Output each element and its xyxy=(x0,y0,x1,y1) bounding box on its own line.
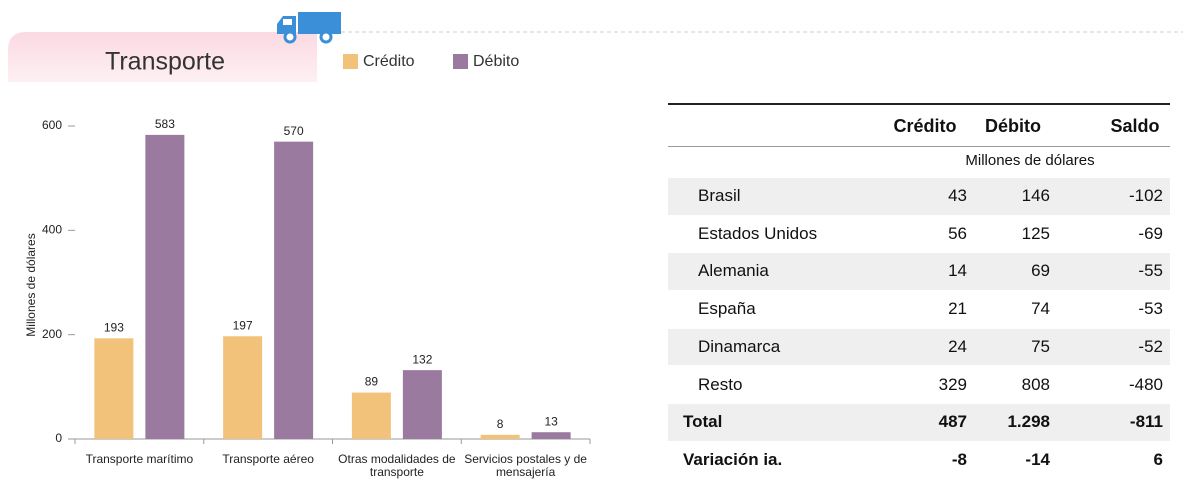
row-background xyxy=(668,253,1170,291)
bar xyxy=(145,134,185,439)
bar xyxy=(274,141,314,439)
x-tick-label: Otras modalidades de transporte xyxy=(338,452,456,479)
table-cell: 74 xyxy=(1031,299,1050,319)
row-label: Dinamarca xyxy=(698,336,781,356)
column-header: Saldo xyxy=(1110,116,1160,136)
table-cell: 329 xyxy=(938,374,967,394)
bar xyxy=(480,434,520,439)
row-label: Variación ia. xyxy=(683,449,783,469)
table-cell: 487 xyxy=(938,412,967,432)
unit-label: Millones de dólares xyxy=(965,152,1095,169)
table-cell: -811 xyxy=(1129,412,1163,432)
row-label: Alemania xyxy=(698,261,769,281)
legend-swatch xyxy=(343,54,358,69)
data-label: 570 xyxy=(284,124,304,138)
data-label: 197 xyxy=(233,318,253,332)
table-top-rule xyxy=(668,103,1170,105)
table-cell: 43 xyxy=(948,186,967,205)
row-background xyxy=(668,178,1170,215)
table-cell: -52 xyxy=(1138,336,1163,356)
y-axis-label: Millones de dólares xyxy=(24,233,38,336)
legend-swatch xyxy=(453,54,468,69)
x-tick-label: Servicios postales y de mensajería xyxy=(464,452,587,479)
bar xyxy=(223,336,263,439)
x-tick-label: Transporte marítimo xyxy=(85,452,194,466)
table-cell: 21 xyxy=(948,299,967,319)
column-header: Crédito xyxy=(893,116,957,136)
table-cell: 56 xyxy=(948,223,967,243)
row-label: España xyxy=(698,299,756,319)
bar xyxy=(402,370,442,439)
table-cell: -55 xyxy=(1138,261,1163,281)
truck-icon xyxy=(277,12,341,44)
y-tick-label: 400 xyxy=(42,223,62,237)
table-cell: -53 xyxy=(1138,299,1163,319)
legend-label: Crédito xyxy=(363,53,415,70)
data-label: 132 xyxy=(412,352,432,366)
table-cell: -480 xyxy=(1128,374,1163,394)
header-rule xyxy=(668,146,1170,147)
table-cell: -8 xyxy=(951,449,967,469)
table-cell: -102 xyxy=(1128,186,1163,205)
bar xyxy=(94,338,134,439)
table-cell: 125 xyxy=(1021,223,1050,243)
table-cell: 14 xyxy=(948,261,967,281)
data-label: 8 xyxy=(497,417,504,431)
title-tab xyxy=(8,32,317,82)
table-cell: -14 xyxy=(1025,449,1050,469)
data-label: 193 xyxy=(104,320,124,334)
table-cell: 6 xyxy=(1153,449,1163,469)
table-cell: -69 xyxy=(1138,223,1163,243)
table-cell: 808 xyxy=(1021,374,1050,394)
x-tick-label: Transporte aéreo xyxy=(222,452,314,466)
data-label: 583 xyxy=(155,117,175,131)
y-tick-label: 600 xyxy=(42,118,62,132)
row-background xyxy=(668,404,1170,441)
row-label: Total xyxy=(683,412,723,432)
table-cell: 1.298 xyxy=(1007,412,1050,432)
data-label: 13 xyxy=(544,414,558,428)
y-tick-label: 0 xyxy=(55,431,62,445)
row-label: Resto xyxy=(698,374,743,394)
row-label: Estados Unidos xyxy=(698,223,818,243)
y-tick-label: 200 xyxy=(42,327,62,341)
row-background xyxy=(668,328,1170,366)
table-cell: 24 xyxy=(948,336,967,356)
legend-label: Débito xyxy=(473,53,519,70)
table-cell: 75 xyxy=(1031,336,1050,356)
bar xyxy=(531,432,571,439)
bar xyxy=(351,392,391,439)
column-header: Débito xyxy=(985,116,1041,136)
row-label: Brasil xyxy=(698,186,741,205)
data-label: 89 xyxy=(365,375,379,389)
table-cell: 146 xyxy=(1021,186,1050,205)
table-cell: 69 xyxy=(1031,261,1050,281)
chart-title: Transporte xyxy=(105,48,225,76)
